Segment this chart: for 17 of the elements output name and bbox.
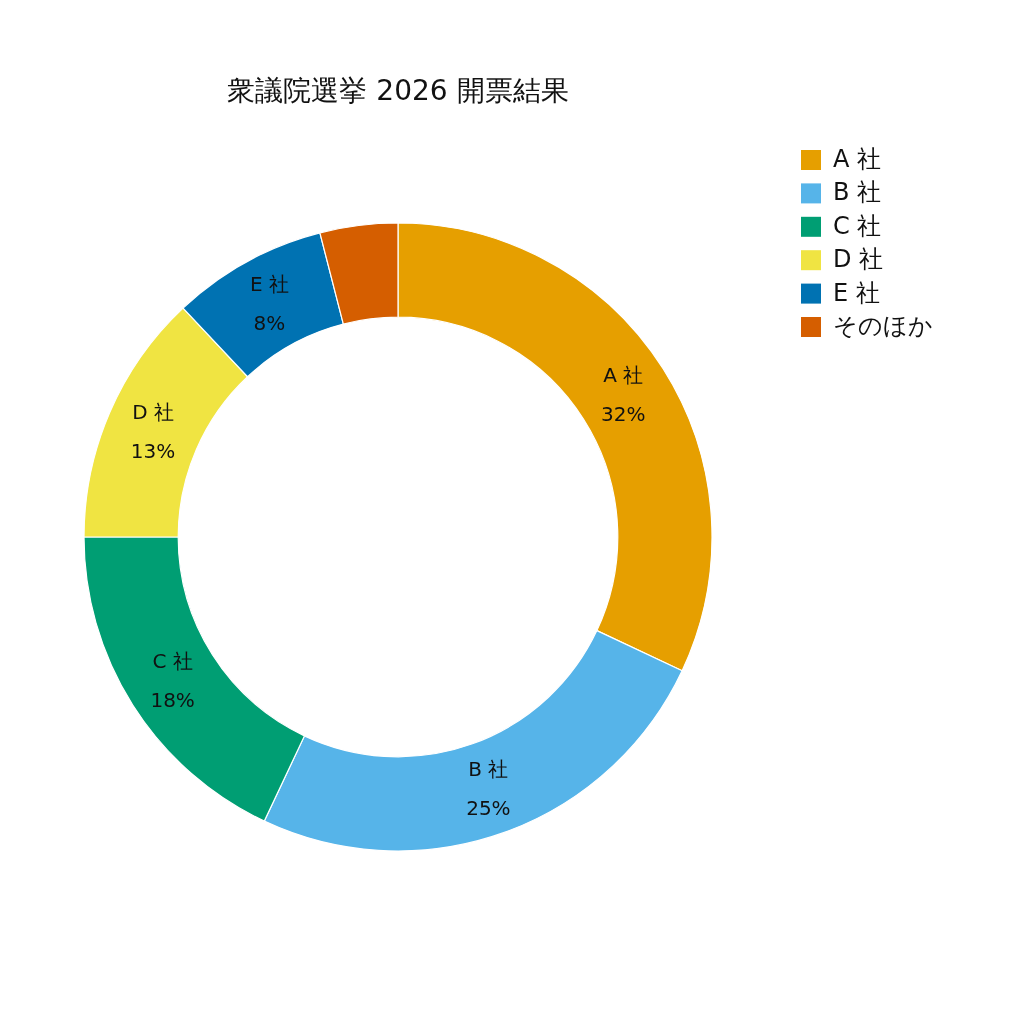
slice-label: B 社 xyxy=(468,757,509,782)
slice-label: A 社 xyxy=(603,362,644,387)
legend-label: E 社 xyxy=(833,278,880,307)
data-label: 25% xyxy=(466,796,511,821)
legend-label: D 社 xyxy=(833,245,884,274)
data-label: 13% xyxy=(130,439,176,463)
slice-label: E 社 xyxy=(249,272,289,297)
legend-label: B 社 xyxy=(833,178,882,207)
chart-title: 衆議院選挙 2026 開票結果 xyxy=(227,73,569,107)
legend-label: A 社 xyxy=(833,145,882,173)
slice-label: C 社 xyxy=(152,649,193,674)
data-label: 32% xyxy=(601,401,646,426)
data-label: 8% xyxy=(253,311,286,336)
legend-label: そのほか xyxy=(833,312,933,340)
slice-label: D 社 xyxy=(132,400,174,424)
legend-label: C 社 xyxy=(833,211,882,240)
data-label: 18% xyxy=(150,688,195,713)
